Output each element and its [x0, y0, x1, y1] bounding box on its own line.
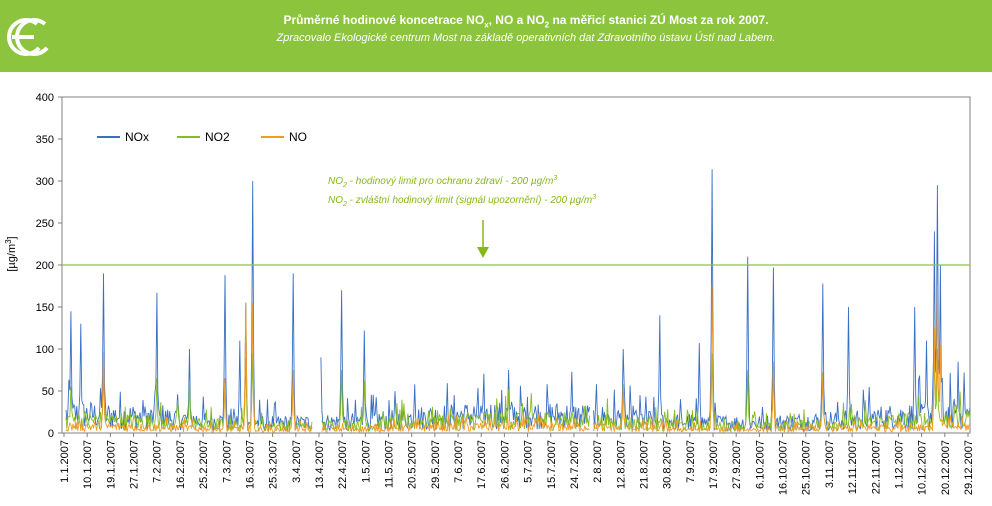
- x-tick-label: 17.6.2007: [476, 440, 488, 489]
- limit-annotation: NO2 - hodinový limit pro ochranu zdraví …: [328, 175, 596, 258]
- series-no-line: [65, 285, 971, 434]
- x-tick-label: 12.8.2007: [615, 440, 627, 489]
- y-tick-label: 50: [42, 386, 54, 398]
- x-tick-label: 11.5.2007: [384, 440, 396, 488]
- legend-label-no2: NO2: [205, 130, 230, 144]
- y-tick-label: 300: [36, 176, 54, 188]
- x-tick-label: 27.1.2007: [129, 440, 141, 489]
- x-tick-label: 22.4.2007: [337, 440, 349, 489]
- x-tick-label: 12.11.2007: [847, 440, 859, 494]
- x-tick-label: 30.8.2007: [662, 440, 674, 489]
- annotation-line-2: NO2 - zvláštní hodinový limit (signál up…: [328, 194, 596, 208]
- x-tick-label: 26.6.2007: [499, 440, 511, 489]
- page-title: Průměrné hodinové koncetrace NOx, NO a N…: [283, 13, 769, 30]
- legend: NOx NO2 NO: [97, 130, 307, 144]
- x-tick-label: 2.8.2007: [592, 440, 604, 483]
- y-tick-label: 200: [36, 260, 54, 272]
- x-tick-label: 16.2.2007: [175, 440, 187, 489]
- x-tick-label: 1.12.2007: [893, 440, 905, 489]
- legend-label-no: NO: [289, 130, 307, 144]
- x-tick-label: 21.8.2007: [638, 440, 650, 489]
- x-tick-label: 16.3.2007: [244, 440, 256, 489]
- y-axis-label: [µg/m3]: [4, 236, 18, 271]
- x-tick-label: 20.12.2007: [940, 440, 952, 495]
- y-tick-label: 100: [36, 344, 54, 356]
- x-tick-label: 3.11.2007: [824, 440, 836, 488]
- x-tick-label: 7.3.2007: [221, 440, 233, 483]
- y-tick-label: 400: [36, 92, 54, 104]
- x-tick-label: 25.3.2007: [268, 440, 280, 489]
- concentration-chart: 0 50 100 150 200 250 300 350 400 1.1.2007 10.1.20…: [4, 92, 975, 495]
- x-tick-label: 25.10.2007: [801, 440, 813, 495]
- annotation-line-1: NO2 - hodinový limit pro ochranu zdraví …: [328, 175, 557, 189]
- x-tick-label: 5.7.2007: [523, 440, 535, 483]
- y-tick-label: 250: [36, 218, 54, 230]
- x-tick-label: 3.4.2007: [291, 440, 303, 483]
- x-tick-label: 7.2.2007: [152, 440, 164, 483]
- x-tick-label: 15.7.2007: [546, 440, 558, 489]
- x-tick-label: 16.10.2007: [778, 440, 790, 495]
- y-tick-label: 150: [36, 302, 54, 314]
- x-tick-label: 10.1.2007: [82, 440, 94, 489]
- y-tick-label: 0: [48, 428, 54, 440]
- x-tick-label: 7.6.2007: [453, 440, 465, 483]
- x-tick-label: 19.1.2007: [105, 440, 117, 489]
- x-tick-label: 7.9.2007: [685, 440, 697, 483]
- x-tick-label: 25.2.2007: [198, 440, 210, 489]
- ecology-centre-logo: [7, 18, 53, 56]
- x-tick-label: 27.9.2007: [731, 440, 743, 489]
- x-tick-label: 1.5.2007: [360, 440, 372, 483]
- x-tick-label: 20.5.2007: [407, 440, 419, 489]
- x-tick-label: 13.4.2007: [314, 440, 326, 489]
- header-banner: Průměrné hodinové koncetrace NOx, NO a N…: [0, 0, 992, 72]
- x-tick-label: 10.12.2007: [917, 440, 929, 495]
- x-tick-label: 17.9.2007: [708, 440, 720, 489]
- x-tick-label: 6.10.2007: [754, 440, 766, 489]
- x-tick-label: 24.7.2007: [569, 440, 581, 489]
- annotation-arrow-head: [477, 247, 489, 258]
- x-tick-label: 22.11.2007: [870, 440, 882, 494]
- legend-label-nox: NOx: [125, 130, 149, 144]
- page-subtitle: Zpracovalo Ekologické centrum Most na zá…: [276, 32, 776, 44]
- x-tick-label: 29.5.2007: [430, 440, 442, 489]
- x-tick-label: 29.12.2007: [963, 440, 975, 495]
- x-tick-label: 1.1.2007: [59, 440, 71, 483]
- y-tick-label: 350: [36, 134, 54, 146]
